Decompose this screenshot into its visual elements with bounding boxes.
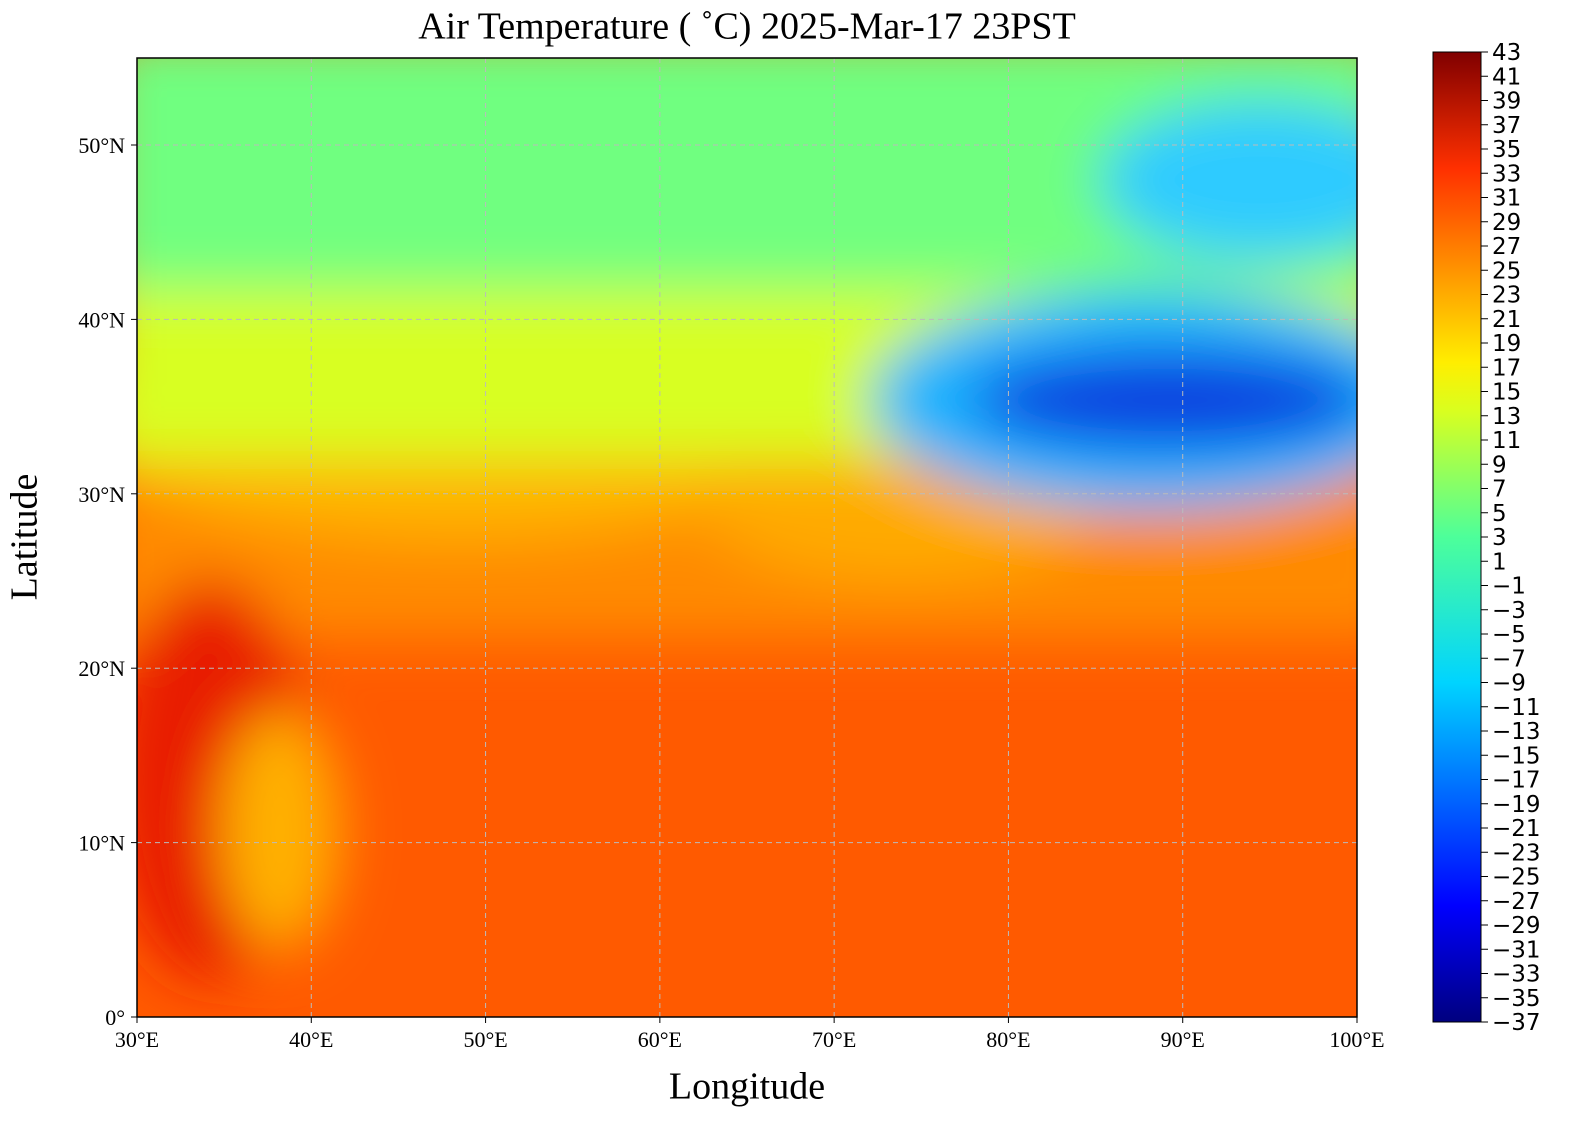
colorbar-tick-label: −5 (1492, 622, 1526, 648)
x-axis-label: Longitude (669, 1066, 825, 1108)
y-tick-label: 50°N (78, 133, 125, 158)
plot-frame (136, 57, 1358, 1018)
colorbar-tick-label: 17 (1492, 355, 1521, 381)
colorbar-tick-label: −13 (1492, 719, 1541, 745)
colorbar-tick-label: 37 (1492, 113, 1521, 139)
colorbar-tick-label: 13 (1492, 404, 1521, 430)
colorbar-tick-label: −25 (1492, 865, 1541, 891)
y-tick-label: 20°N (78, 656, 125, 681)
colorbar-tick-label: 35 (1492, 137, 1521, 163)
colorbar-tick-label: −7 (1492, 646, 1526, 672)
colorbar-tick-label: −23 (1492, 840, 1541, 866)
x-tick-label: 30°E (115, 1027, 159, 1052)
x-tick-label: 60°E (638, 1027, 682, 1052)
colorbar-tick-label: 41 (1492, 64, 1521, 90)
colorbar-tick-label: 39 (1492, 89, 1521, 115)
x-tick-label: 50°E (463, 1027, 507, 1052)
colorbar-tick-label: 19 (1492, 331, 1521, 357)
colorbar-tick-label: −27 (1492, 889, 1541, 915)
colorbar-tick-label: 31 (1492, 186, 1521, 212)
colorbar-ticks: 434139373533312927252321191715131197531−… (1481, 40, 1541, 1036)
colorbar-tick-label: −35 (1492, 986, 1541, 1012)
colorbar-tick-label: 5 (1492, 501, 1507, 527)
colorbar-tick-label: −19 (1492, 792, 1541, 818)
colorbar-tick-label: 21 (1492, 307, 1521, 333)
colorbar-tick-label: −37 (1492, 1010, 1541, 1036)
colorbar-tick-label: −17 (1492, 768, 1541, 794)
title: Air Temperature ( ˚C) 2025-Mar-17 23PST (418, 6, 1076, 48)
colorbar-tick-label: 33 (1492, 161, 1521, 187)
y-tick-label: 30°N (78, 482, 125, 507)
colorbar-tick-label: 7 (1492, 477, 1507, 503)
colorbar-tick-label: 29 (1492, 210, 1521, 236)
y-tick-label: 10°N (78, 831, 125, 856)
colorbar-tick-label: 15 (1492, 380, 1521, 406)
colorbar-tick-label: 9 (1492, 452, 1507, 478)
colorbar-tick-label: −3 (1492, 598, 1526, 624)
temperature-field (137, 58, 1357, 1017)
x-tick-label: 70°E (812, 1027, 856, 1052)
x-tick-label: 100°E (1329, 1027, 1384, 1052)
colorbar (1432, 51, 1482, 1023)
colorbar-tick-label: −33 (1492, 962, 1541, 988)
colorbar-tick-label: −31 (1492, 937, 1541, 963)
colorbar-tick-label: 27 (1492, 234, 1521, 260)
x-tick-label: 90°E (1161, 1027, 1205, 1052)
colorbar-tick-label: −9 (1492, 671, 1526, 697)
y-axis-label: Latitude (4, 474, 46, 601)
colorbar-tick-label: −15 (1492, 743, 1541, 769)
colorbar-tick-label: −21 (1492, 816, 1541, 842)
colorbar-tick-label: 1 (1492, 549, 1507, 575)
colorbar-tick-label: 25 (1492, 258, 1521, 284)
colorbar-tick-label: −29 (1492, 913, 1541, 939)
colorbar-tick-label: −1 (1492, 574, 1526, 600)
colorbar-tick-label: 3 (1492, 525, 1507, 551)
x-tick-label: 40°E (289, 1027, 333, 1052)
colorbar-tick-label: 11 (1492, 428, 1521, 454)
y-tick-label: 0° (105, 1005, 125, 1030)
y-tick-label: 40°N (78, 307, 125, 332)
graticule: 30°E 40°E 50°E 60°E 70°E 80°E 90°E 100°E 0° 10°N 2… (78, 58, 1385, 1052)
colorbar-tick-label: 43 (1492, 40, 1521, 66)
x-tick-label: 80°E (986, 1027, 1030, 1052)
colorbar-tick-label: 23 (1492, 283, 1521, 309)
colorbar-tick-label: −11 (1492, 695, 1541, 721)
